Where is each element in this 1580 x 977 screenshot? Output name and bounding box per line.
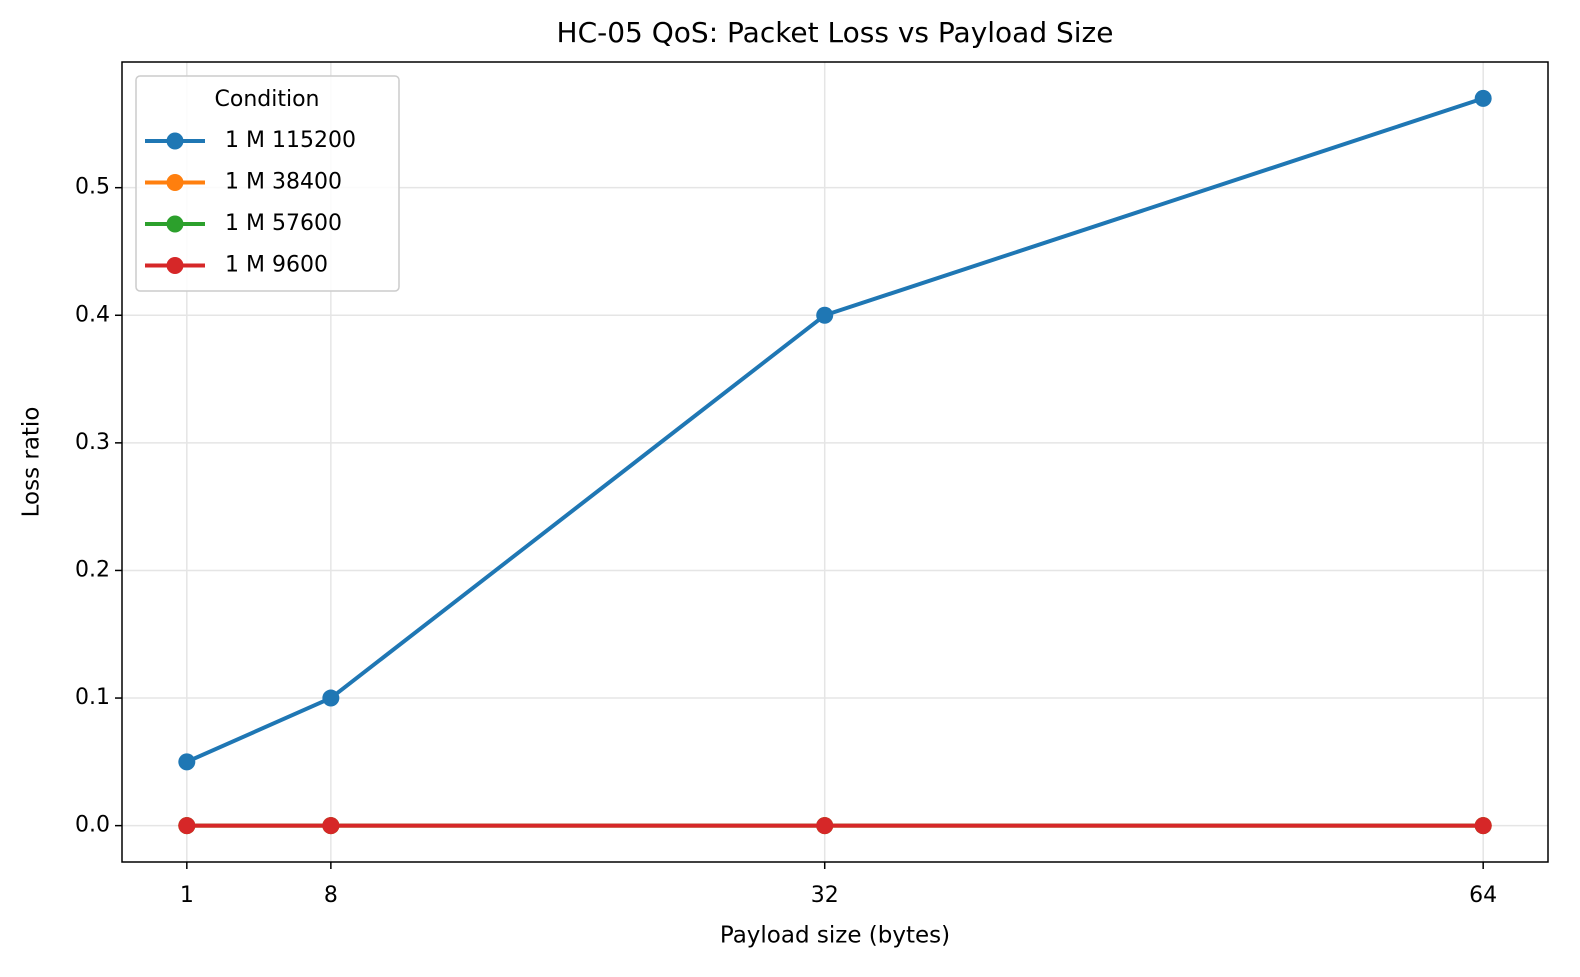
legend-label: 1 M 9600 (225, 253, 328, 278)
legend-marker (166, 174, 184, 191)
legend-label: 1 M 57600 (225, 211, 342, 236)
plot-frame (121, 61, 1549, 863)
x-tick-label: 64 (1469, 883, 1497, 908)
legend-marker (166, 132, 184, 150)
y-axis-label: Loss ratio (19, 407, 45, 518)
legend-box (135, 75, 400, 292)
y-tick-label: 0.0 (75, 813, 110, 838)
chart-title: HC-05 QoS: Packet Loss vs Payload Size (557, 16, 1114, 49)
legend-marker (166, 257, 184, 274)
legend-title: Condition (215, 87, 320, 112)
point (816, 817, 834, 835)
x-tick-label: 1 (180, 883, 194, 908)
x-axis-label: Payload size (bytes) (720, 923, 950, 949)
point (322, 817, 340, 835)
point (816, 306, 834, 324)
y-tick-label: 0.3 (75, 430, 110, 455)
series-line (186, 96, 1484, 764)
point (1474, 89, 1492, 107)
point (178, 753, 196, 771)
legend-marker (166, 215, 184, 233)
y-tick-label: 0.4 (75, 302, 110, 327)
point (178, 817, 196, 835)
x-tick-label: 32 (811, 883, 839, 908)
y-tick-label: 0.5 (75, 175, 110, 200)
x-tick-label: 8 (324, 883, 338, 908)
legend-label: 1 M 115200 (225, 128, 356, 153)
legend-label: 1 M 38400 (225, 170, 342, 195)
y-tick-label: 0.1 (75, 685, 110, 710)
point (322, 689, 340, 707)
y-tick-label: 0.2 (75, 557, 110, 582)
point (1474, 817, 1492, 835)
